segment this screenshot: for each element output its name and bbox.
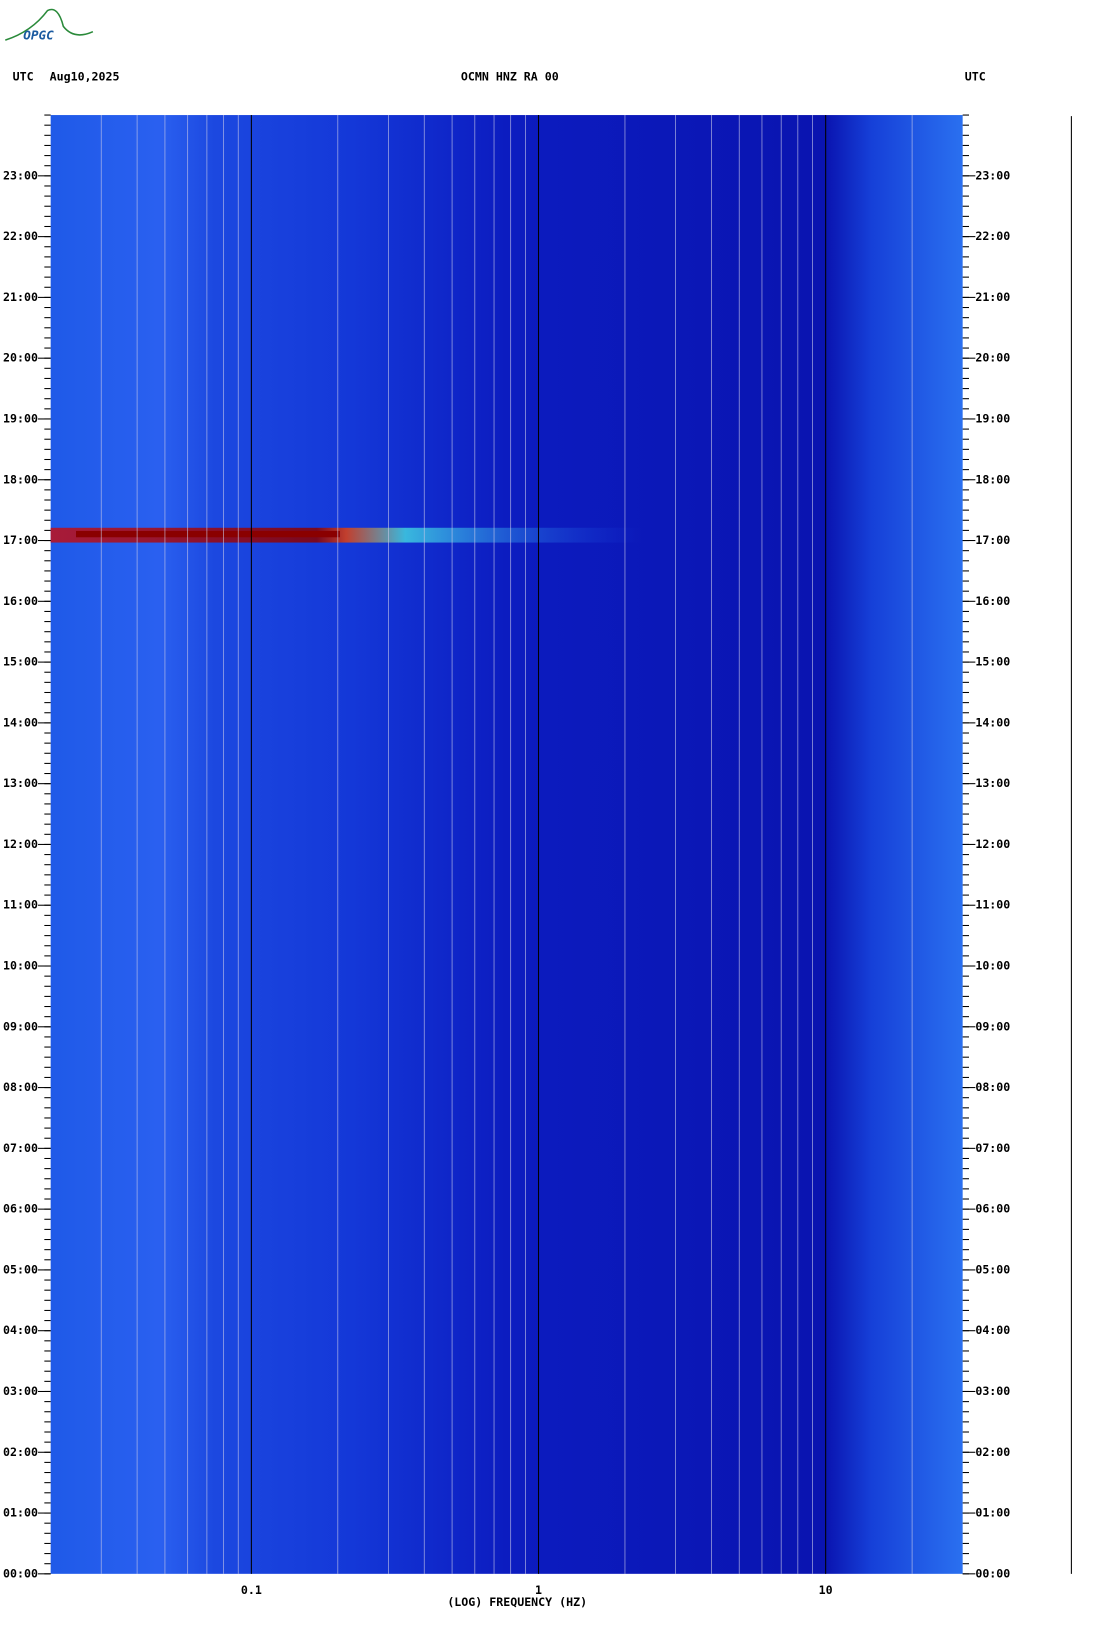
y-tick-label: 03:00 [975, 1384, 1010, 1398]
y-tick-label: 21:00 [975, 290, 1010, 304]
y-tick-label: 00:00 [975, 1566, 1010, 1580]
y-tick-label: 08:00 [975, 1080, 1010, 1094]
x-tick-label: 1 [535, 1583, 542, 1597]
y-tick-label: 23:00 [975, 168, 1010, 182]
y-tick-label: 04:00 [975, 1323, 1010, 1337]
y-tick-label: 17:00 [3, 533, 38, 547]
y-tick-label: 17:00 [975, 533, 1010, 547]
y-tick-label: 09:00 [3, 1019, 38, 1033]
y-tick-label: 13:00 [975, 776, 1010, 790]
date: Aug10,2025 [50, 70, 120, 84]
y-tick-label: 08:00 [3, 1080, 38, 1094]
y-tick-label: 13:00 [3, 776, 38, 790]
y-tick-label: 04:00 [3, 1323, 38, 1337]
y-tick-label: 05:00 [975, 1262, 1010, 1276]
y-tick-label: 06:00 [3, 1202, 38, 1216]
y-tick-label: 16:00 [3, 594, 38, 608]
y-tick-label: 07:00 [975, 1141, 1010, 1155]
event-core [76, 530, 340, 538]
y-tick-label: 20:00 [3, 351, 38, 365]
logo: OPGC [5, 8, 94, 42]
spectrogram-image [50, 115, 963, 1574]
y-tick-label: 22:00 [975, 229, 1010, 243]
header-right: UTC [965, 70, 986, 84]
y-tick-label: 12:00 [975, 837, 1010, 851]
y-tick-label: 15:00 [3, 655, 38, 669]
y-tick-label: 06:00 [975, 1202, 1010, 1216]
y-tick-label: 18:00 [3, 472, 38, 486]
y-tick-label: 10:00 [975, 959, 1010, 973]
y-tick-label: 20:00 [975, 351, 1010, 365]
y-tick-label: 14:00 [975, 715, 1010, 729]
y-tick-label: 15:00 [975, 655, 1010, 669]
y-tick-label: 05:00 [3, 1262, 38, 1276]
y-tick-label: 12:00 [3, 837, 38, 851]
x-tick-label: 0.1 [241, 1583, 262, 1597]
logo-text: OPGC [23, 27, 54, 42]
plot: 0.1 1 10 00:00 00:00 01:00 01:00 02:00 02:00 03:0… [3, 114, 1010, 1597]
chart-title: OCMN HNZ RA 00 [461, 70, 559, 84]
y-tick-label: 01:00 [975, 1506, 1010, 1520]
y-tick-label: 00:00 [3, 1566, 38, 1580]
y-tick-label: 11:00 [3, 898, 38, 912]
y-tick-label: 18:00 [975, 472, 1010, 486]
y-tick-label: 21:00 [3, 290, 38, 304]
y-tick-label: 22:00 [3, 229, 38, 243]
y-tick-label: 02:00 [975, 1445, 1010, 1459]
y-tick-label: 19:00 [975, 411, 1010, 425]
y-tick-label: 11:00 [975, 898, 1010, 912]
y-tick-label: 01:00 [3, 1506, 38, 1520]
y-tick-label: 16:00 [975, 594, 1010, 608]
y-tick-label: 09:00 [975, 1019, 1010, 1033]
x-tick-label: 10 [819, 1583, 833, 1597]
y-tick-label: 14:00 [3, 715, 38, 729]
y-tick-label: 03:00 [3, 1384, 38, 1398]
header-left: UTC [13, 70, 34, 84]
y-tick-label: 07:00 [3, 1141, 38, 1155]
y-tick-label: 19:00 [3, 411, 38, 425]
y-tick-label: 10:00 [3, 959, 38, 973]
y-tick-label: 02:00 [3, 1445, 38, 1459]
y-tick-label: 23:00 [3, 168, 38, 182]
x-axis-label: (LOG) FREQUENCY (HZ) [447, 1595, 587, 1609]
